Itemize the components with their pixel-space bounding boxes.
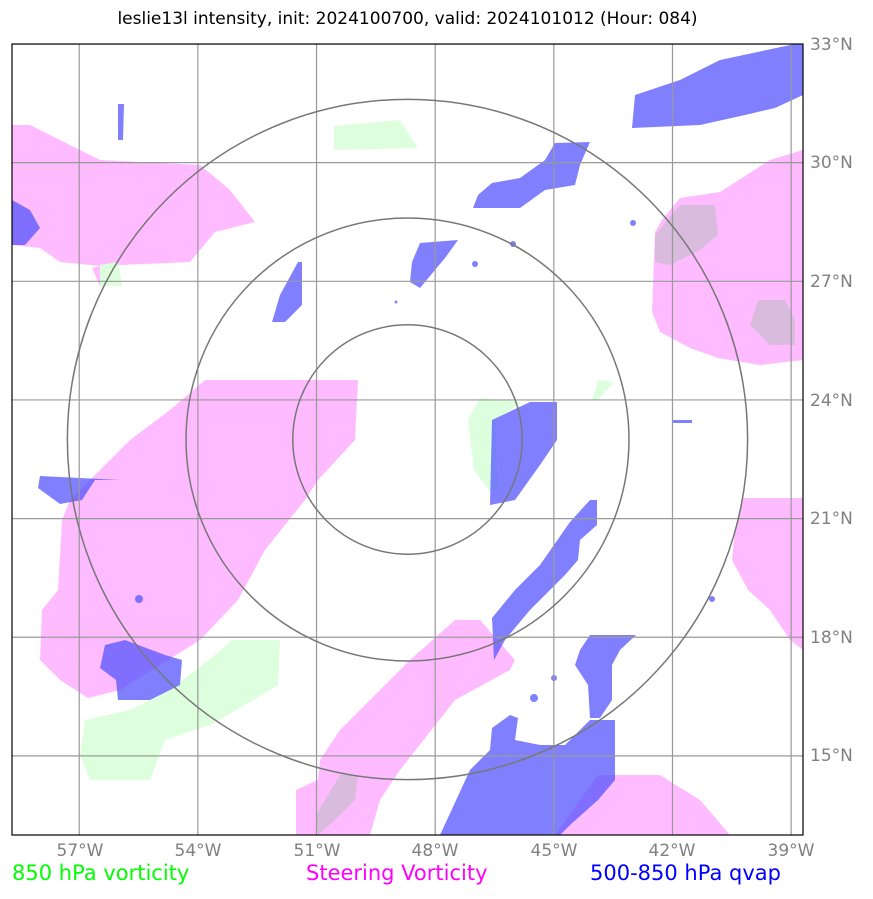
lat-label-30n: 30°N (810, 153, 853, 173)
range-ring (292, 324, 523, 555)
lon-label-51w: 51°W (293, 841, 341, 861)
legend-850hpa-vorticity: 850 hPa vorticity (12, 861, 190, 885)
qvap-dot (530, 694, 538, 702)
qvap-region (440, 715, 615, 835)
lon-label-45w: 45°W (530, 841, 578, 861)
map-title: leslie13l intensity, init: 2024100700, v… (117, 9, 698, 29)
lon-label-48w: 48°W (411, 841, 459, 861)
qvap-region (118, 104, 124, 140)
legend-500-850hpa-qvap: 500-850 hPa qvap (590, 861, 781, 885)
lat-label-15n: 15°N (810, 746, 853, 766)
qvap-dot (394, 300, 398, 304)
qvap-region (672, 420, 692, 423)
map-frame (11, 43, 804, 836)
lon-label-42w: 42°W (648, 841, 696, 861)
lon-label-54w: 54°W (174, 841, 222, 861)
range-ring (66, 98, 749, 781)
vort850-region (80, 640, 280, 780)
steering-region (12, 125, 255, 266)
overlap-region (750, 300, 795, 345)
qvap-field (12, 44, 803, 835)
map-fields (12, 44, 803, 835)
qvap-region (100, 640, 182, 700)
overlap-region (655, 205, 718, 265)
vort850-region (334, 120, 418, 150)
steering-region (732, 498, 803, 650)
legend-steering-vorticity: Steering Vorticity (306, 861, 488, 885)
lat-label-21n: 21°N (810, 509, 853, 529)
qvap-dot (135, 595, 143, 603)
qvap-region (492, 500, 597, 660)
qvap-region (473, 142, 590, 208)
range-ring (185, 217, 630, 662)
overlap-field (316, 205, 795, 835)
lat-label-33n: 33°N (810, 35, 853, 55)
qvap-region (12, 200, 40, 245)
lat-label-18n: 18°N (810, 628, 853, 648)
qvap-dot (709, 596, 715, 602)
lat-label-27n: 27°N (810, 272, 853, 292)
gridlines (12, 44, 803, 835)
lon-label-57w: 57°W (56, 841, 104, 861)
qvap-region (272, 262, 302, 322)
qvap-region (632, 44, 803, 128)
lon-label-39w: 39°W (767, 841, 815, 861)
overlap-region (316, 775, 358, 835)
range-rings (66, 98, 749, 781)
qvap-dot (630, 220, 636, 226)
vort850-region (592, 380, 614, 400)
qvap-dot (472, 261, 478, 267)
lat-label-24n: 24°N (810, 391, 853, 411)
qvap-region (410, 240, 458, 288)
steering-region (40, 380, 358, 698)
qvap-region (490, 402, 557, 505)
qvap-region (575, 635, 636, 718)
